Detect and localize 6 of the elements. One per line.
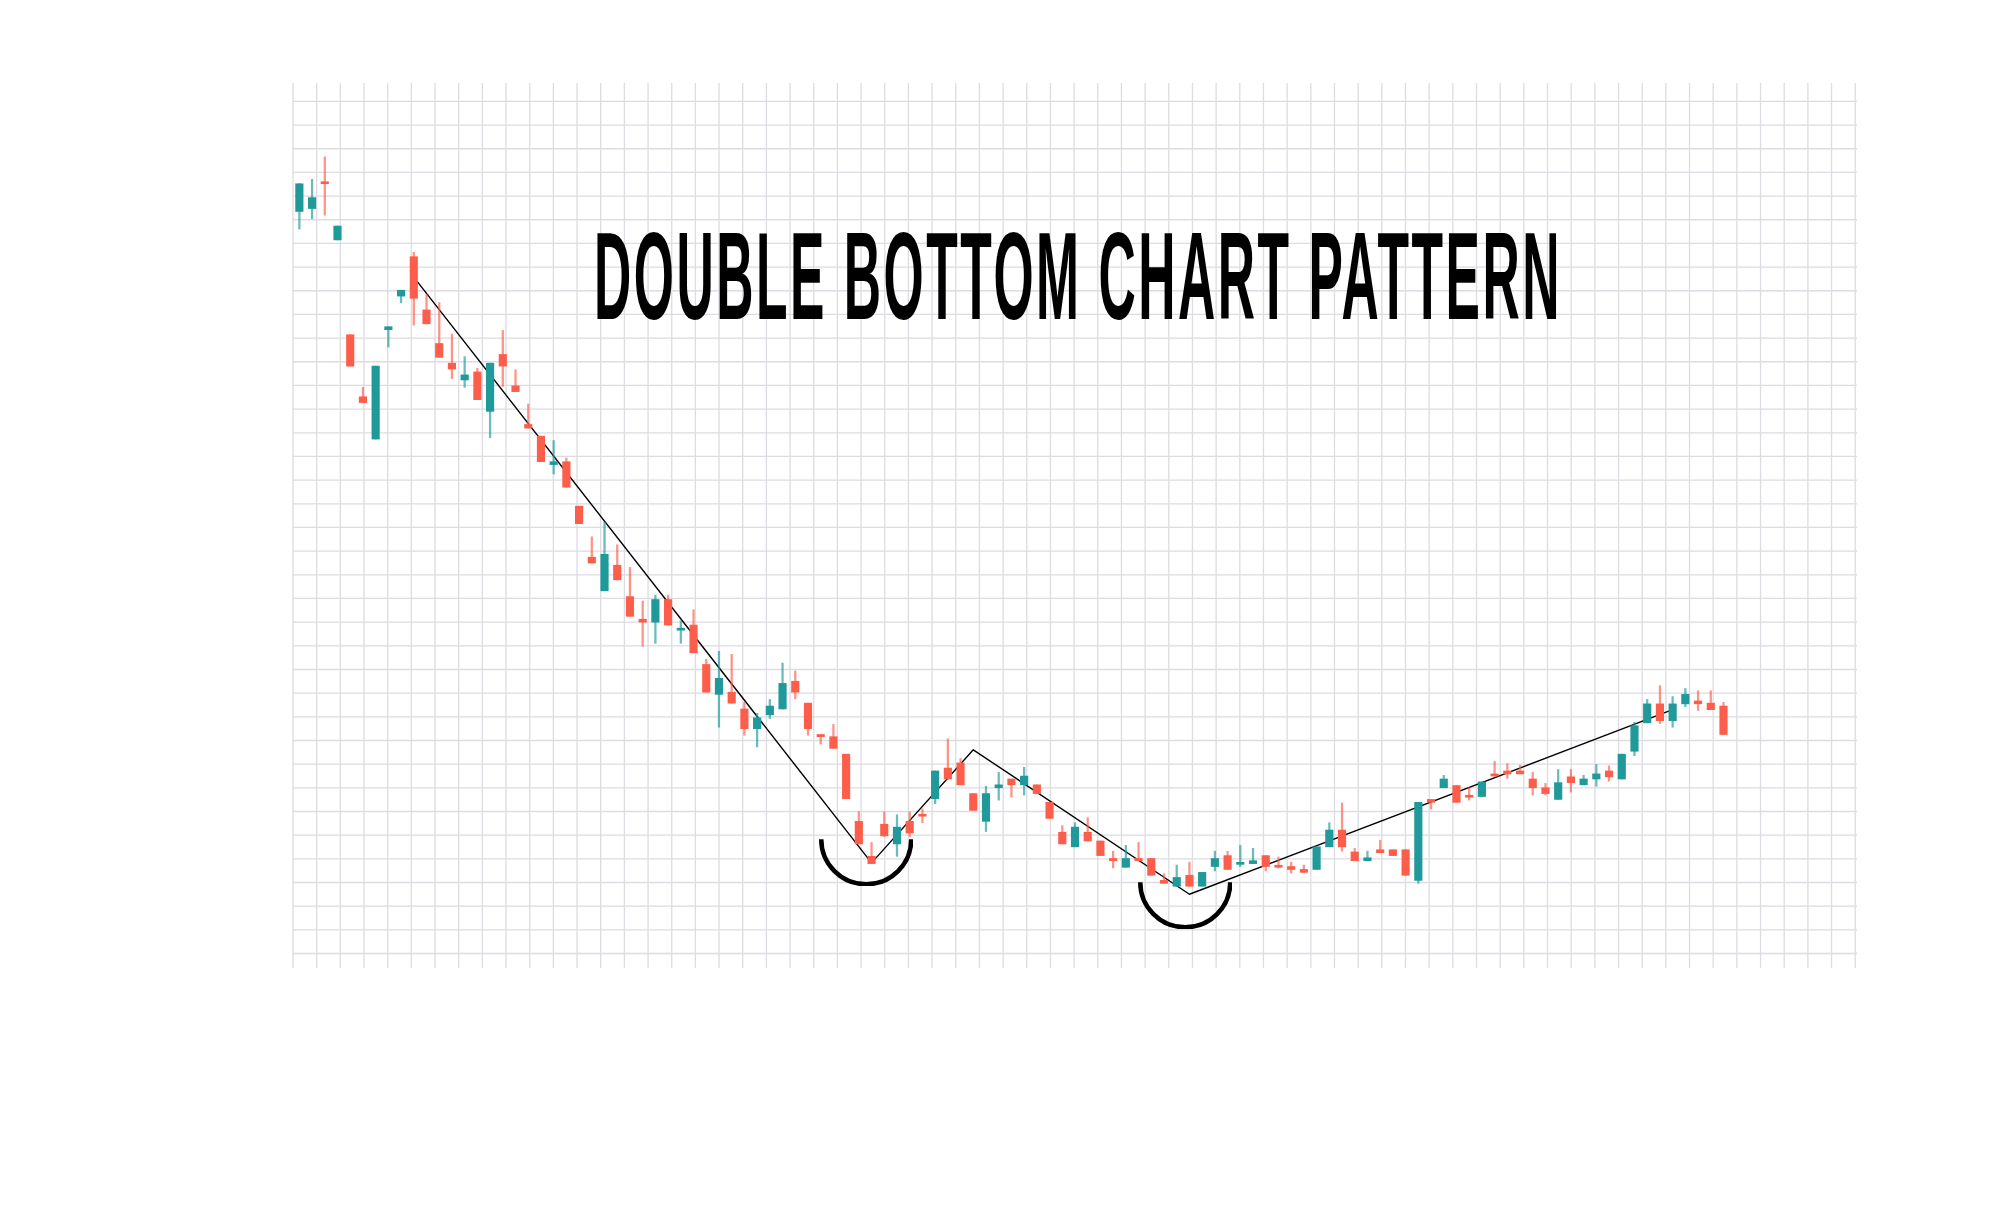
candlestick <box>918 808 927 824</box>
candlestick <box>1274 856 1283 869</box>
candlestick <box>1007 778 1016 798</box>
chart-title: DOUBLE BOTTOM CHART PATTERN <box>594 207 1562 345</box>
candlestick <box>1134 842 1143 862</box>
candlestick <box>511 369 520 392</box>
